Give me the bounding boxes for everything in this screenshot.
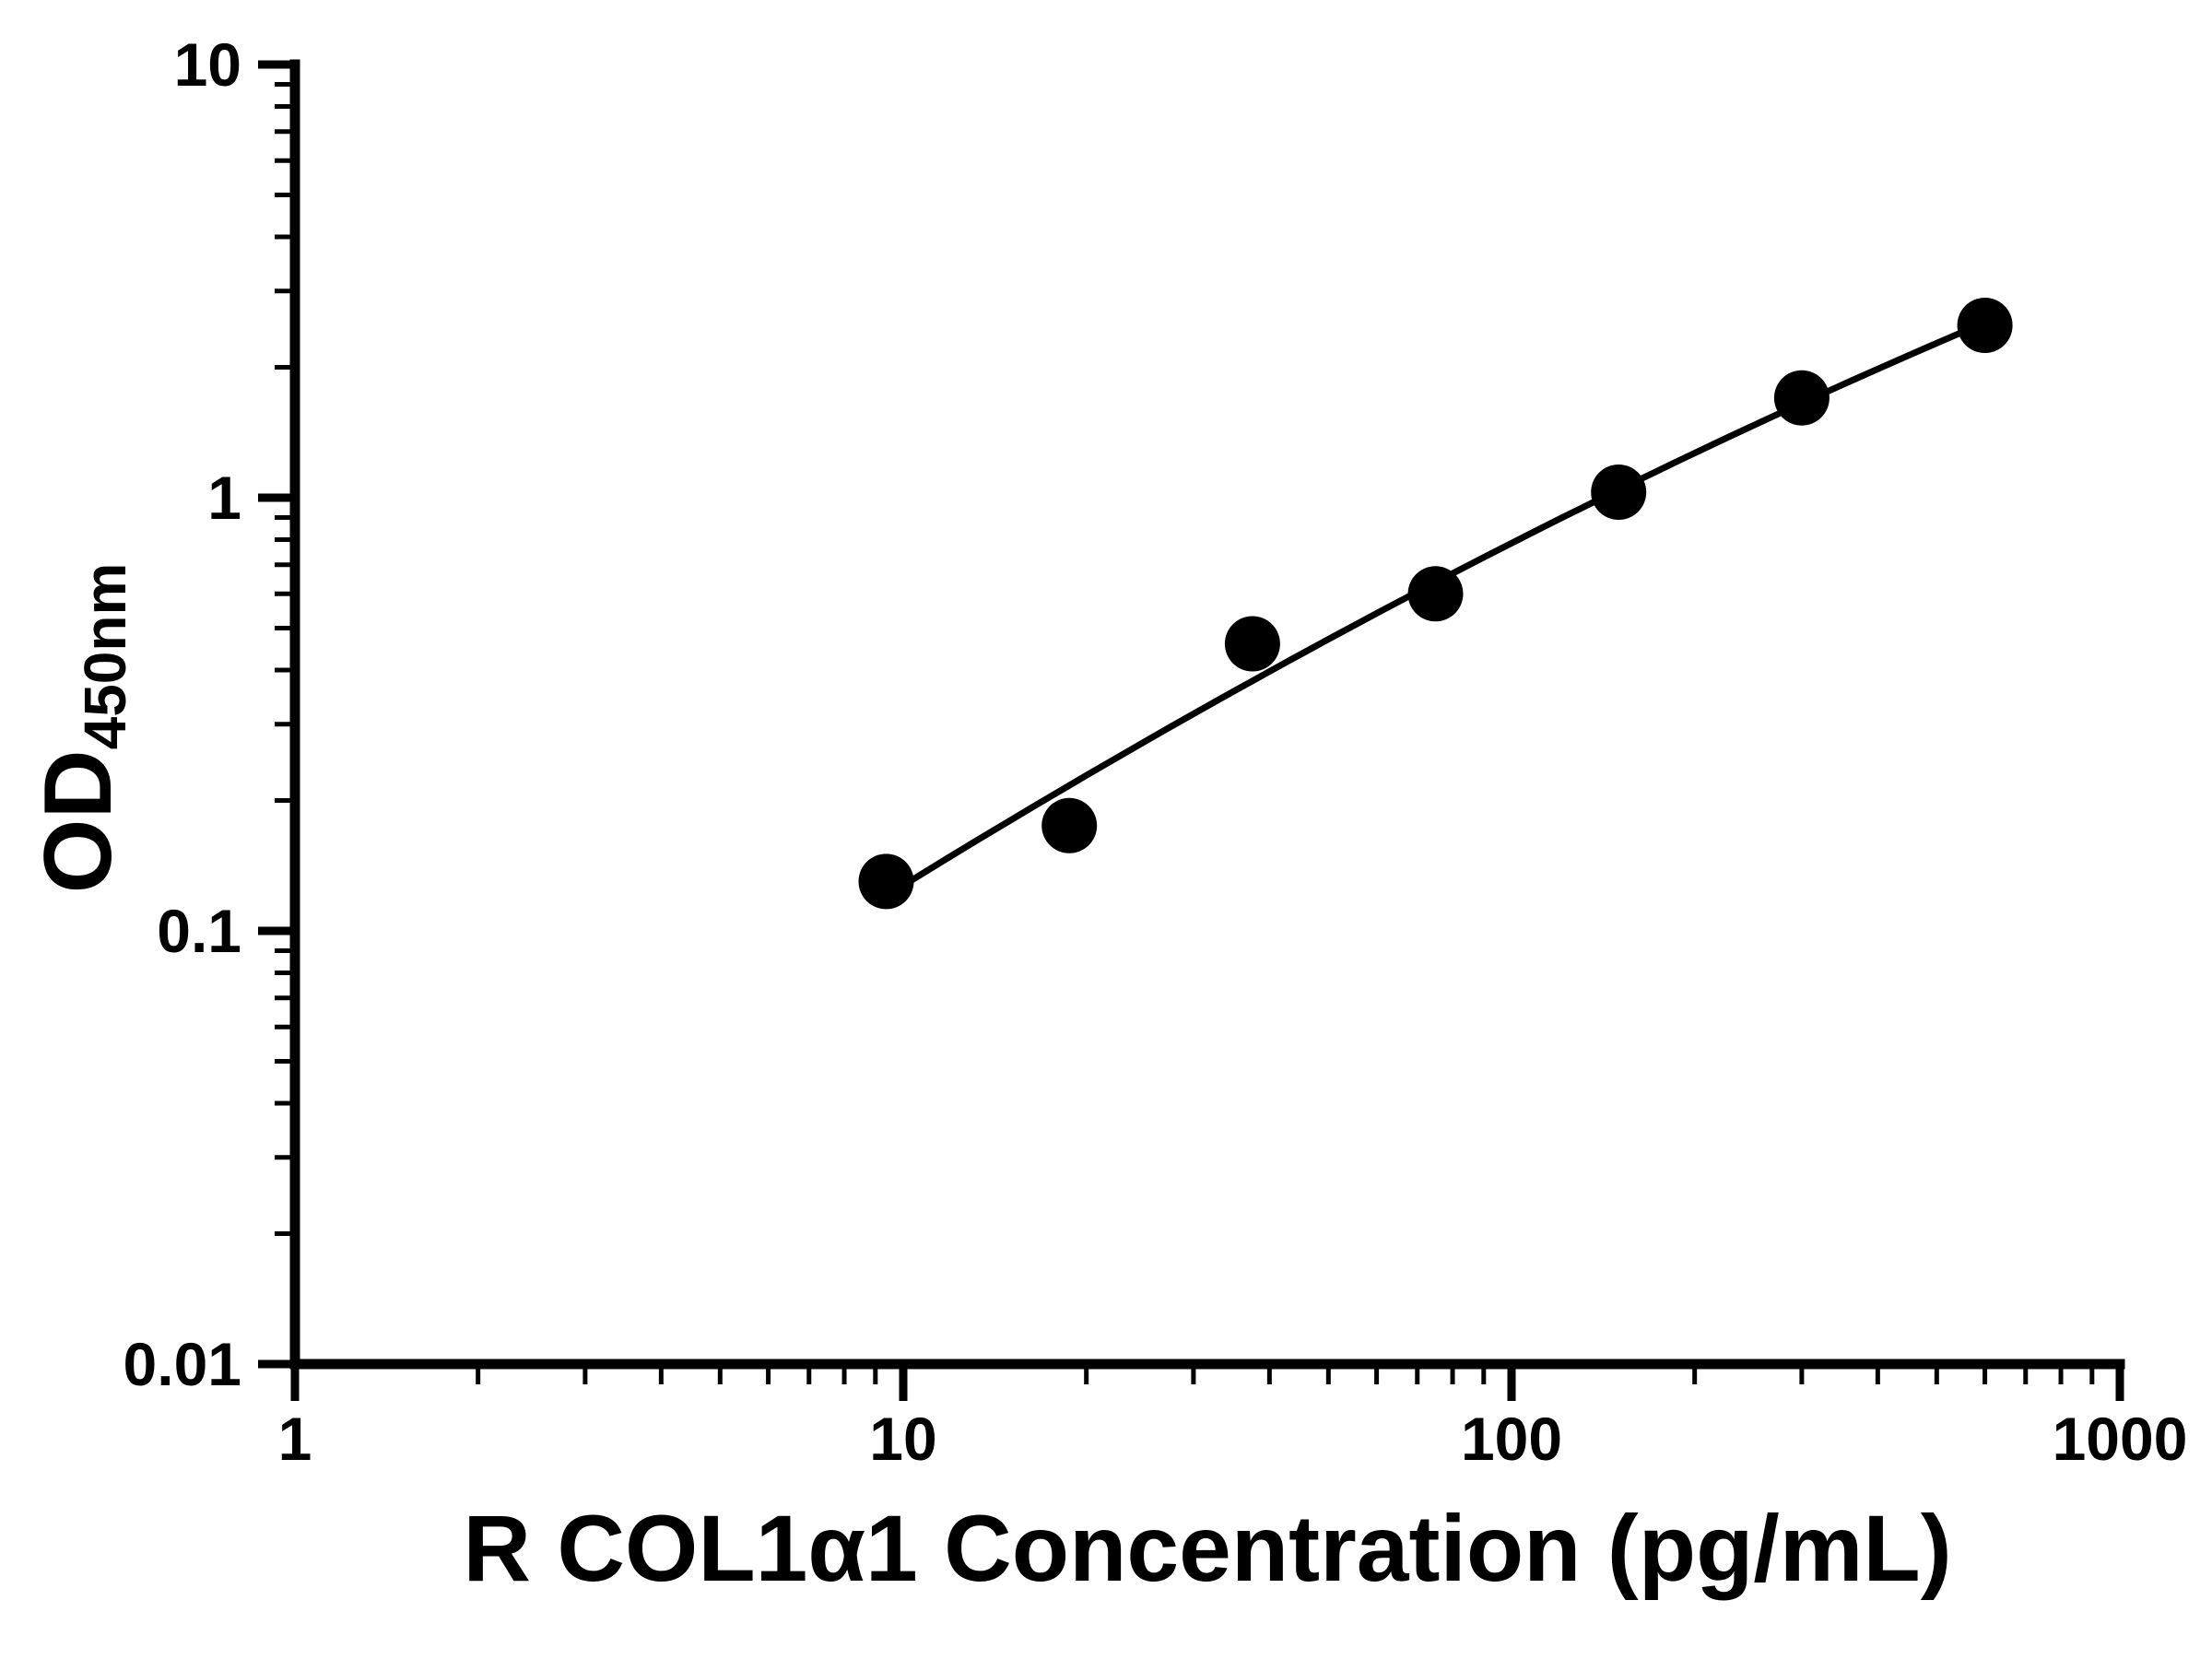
y-tick-label: 1	[207, 464, 241, 532]
data-point	[1224, 616, 1280, 672]
y-tick-label: 10	[174, 30, 241, 99]
axis-lines	[289, 59, 2125, 1370]
x-tick-label: 1	[278, 1405, 312, 1473]
x-tick-label: 100	[1461, 1405, 1562, 1473]
y-tick-label: 0.01	[124, 1330, 241, 1398]
data-point	[1591, 465, 1647, 520]
data-point	[1773, 370, 1830, 426]
y-axis-title: OD450nm	[11, 452, 146, 1005]
x-axis-title: R COL1α1 Concentration (pg/mL)	[463, 1496, 1952, 1601]
data-point	[1041, 797, 1098, 853]
y-tick-label: 0.1	[157, 897, 241, 965]
x-tick-label: 10	[869, 1405, 936, 1473]
x-tick-label: 1000	[2053, 1405, 2188, 1473]
y-axis-title-base: OD	[25, 749, 132, 894]
data-point	[858, 853, 914, 910]
y-axis-title-subscript: 450nm	[72, 562, 138, 750]
data-point	[1957, 298, 2013, 353]
data-point	[1407, 566, 1464, 622]
